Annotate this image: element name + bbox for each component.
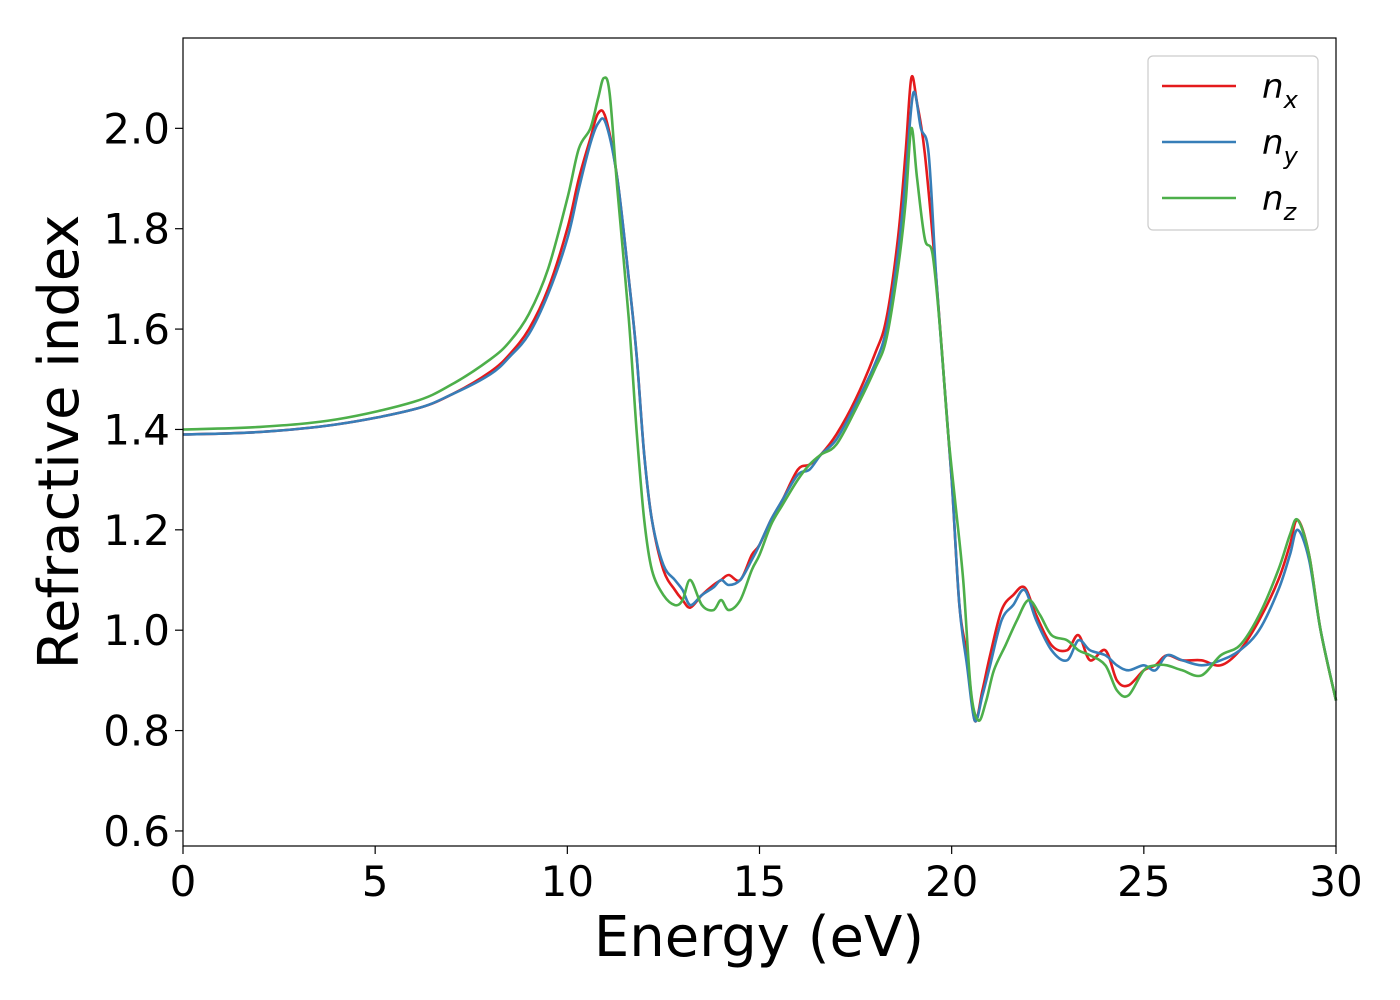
y-tick-label: 0.8 (103, 707, 170, 756)
y-tick-label: 0.6 (103, 807, 170, 856)
x-tick-label: 10 (541, 857, 594, 906)
y-tick-label: 1.8 (103, 205, 170, 254)
y-tick-label: 1.6 (103, 305, 170, 354)
x-tick-label: 25 (1117, 857, 1170, 906)
y-axis-ticks: 0.6 0.8 1.0 1.2 1.4 1.6 1.8 2.0 (103, 104, 183, 856)
x-axis-title: Energy (eV) (594, 905, 924, 970)
legend: nx ny nz (1147, 55, 1319, 231)
legend-label-y: ny (1262, 123, 1299, 170)
y-tick-label: 1.0 (103, 606, 170, 655)
x-axis-ticks: 0 5 10 15 20 25 30 (170, 846, 1363, 906)
plot-frame (182, 37, 1337, 847)
plot-area (183, 38, 1336, 846)
x-tick-label: 20 (925, 857, 978, 906)
x-tick-label: 15 (733, 857, 786, 906)
series-line-y (182, 90, 1338, 723)
x-tick-label: 0 (170, 857, 197, 906)
series-line-z (182, 76, 1338, 722)
y-tick-label: 1.2 (103, 506, 170, 555)
y-tick-label: 1.4 (103, 405, 170, 454)
x-tick-label: 30 (1309, 857, 1362, 906)
y-axis-title: Refractive index (27, 215, 92, 670)
y-tick-label: 2.0 (103, 104, 170, 153)
series-layer (182, 74, 1338, 723)
legend-label-z: nz (1262, 179, 1298, 226)
x-tick-label: 5 (362, 857, 389, 906)
legend-label-x: nx (1262, 67, 1299, 114)
